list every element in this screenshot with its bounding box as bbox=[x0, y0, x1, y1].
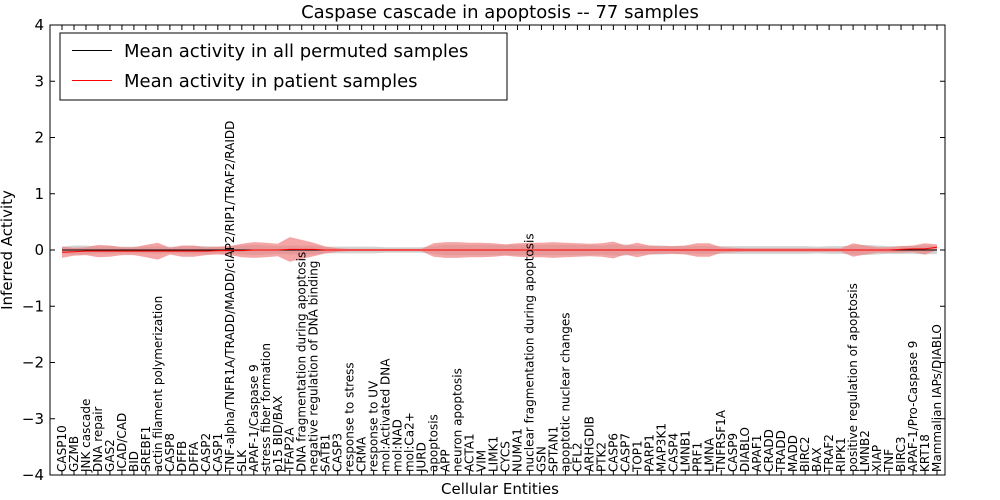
legend-box bbox=[59, 32, 508, 101]
x-tick-label: CYCS bbox=[499, 441, 513, 472]
x-tick-label: KRT18 bbox=[918, 434, 932, 472]
x-tick-label: LIMK1 bbox=[487, 436, 501, 472]
x-tick-label: BIRC2 bbox=[798, 437, 812, 473]
y-tick-label: 3 bbox=[34, 72, 44, 90]
x-tick-label: GAS2 bbox=[103, 439, 117, 472]
x-tick-label: TRAF2 bbox=[822, 434, 836, 473]
x-tick-label: negative regulation of DNA binding bbox=[307, 261, 321, 472]
x-tick-label: TNF-alpha/TNFR1A/TRADD/MADD/cIAP2/RIP1/T… bbox=[223, 121, 237, 473]
x-tick-label: CASP2 bbox=[199, 433, 213, 472]
x-tick-label: GSN bbox=[535, 446, 549, 472]
x-tick-label: CASP6 bbox=[606, 433, 620, 472]
legend-label-patient: Mean activity in patient samples bbox=[124, 71, 418, 92]
x-tick-label: APP bbox=[439, 449, 453, 472]
x-tick-label: CASP3 bbox=[331, 433, 345, 472]
x-tick-label: DIABLO bbox=[738, 427, 752, 472]
x-tick-label: PARP1 bbox=[642, 434, 656, 472]
y-tick-label: −1 bbox=[22, 297, 44, 315]
x-tick-label: response to UV bbox=[367, 380, 381, 472]
x-tick-label: PTK2 bbox=[594, 442, 608, 472]
x-tick-label: CASP7 bbox=[618, 433, 632, 472]
x-tick-label: mol:Activated DNA bbox=[379, 358, 393, 472]
x-tick-label: DFFB bbox=[175, 441, 189, 472]
legend: Mean activity in all permuted samples Me… bbox=[59, 32, 508, 101]
x-tick-label: NUMA1 bbox=[511, 428, 525, 472]
y-tick-label: 0 bbox=[34, 241, 44, 259]
x-tick-label: TFAP2A bbox=[283, 427, 297, 473]
x-tick-label: CASP1 bbox=[211, 433, 225, 472]
x-tick-label: DNA repair bbox=[91, 406, 105, 472]
x-tick-label: positive regulation of apoptosis bbox=[846, 283, 860, 472]
x-tick-label: CASP9 bbox=[726, 433, 740, 472]
x-tick-label: APAF-1/Pro-Caspase 9 bbox=[906, 341, 920, 472]
x-tick-label: stress fiber formation bbox=[259, 343, 273, 472]
x-tick-label: CASP10 bbox=[55, 425, 69, 472]
x-tick-label: BAX bbox=[810, 447, 824, 472]
x-tick-label: JNK cascade bbox=[79, 399, 93, 473]
x-tick-label: response to stress bbox=[343, 362, 357, 472]
y-tick-label: −4 bbox=[22, 466, 44, 484]
x-ticks bbox=[61, 25, 938, 475]
x-tick-label: DNA fragmentation during apoptosis bbox=[295, 252, 309, 472]
x-tick-label: LMNB1 bbox=[678, 430, 692, 472]
x-tick-label: CRADD bbox=[762, 429, 776, 472]
x-tick-label: apoptotic nuclear changes bbox=[558, 313, 572, 472]
x-tick-label: ICAD/CAD bbox=[115, 413, 129, 472]
x-tick-label: CFL2 bbox=[570, 442, 584, 472]
x-tick-label: CASP8 bbox=[163, 433, 177, 472]
x-tick-label: DFFA bbox=[187, 441, 201, 472]
x-tick-label: LMNB2 bbox=[858, 430, 872, 472]
x-tick-label: JURD bbox=[415, 442, 429, 473]
x-tick-label: PRF1 bbox=[690, 442, 704, 472]
y-tick-label: −3 bbox=[22, 410, 44, 428]
x-tick-label: APAF1 bbox=[750, 435, 764, 472]
x-tick-label: p15 BID/BAX bbox=[271, 396, 285, 472]
chart-title: Caspase cascade in apoptosis -- 77 sampl… bbox=[301, 2, 699, 23]
x-tick-label: ACTA1 bbox=[463, 433, 477, 472]
x-tick-label: nuclear fragmentation during apoptosis bbox=[523, 233, 537, 472]
x-axis-label: Cellular Entities bbox=[441, 480, 559, 498]
x-tick-label: TNF bbox=[882, 449, 896, 473]
x-tick-label: mol:NAD bbox=[391, 419, 405, 472]
y-tick-label: 2 bbox=[34, 129, 44, 147]
y-axis-label: Inferred Activity bbox=[0, 190, 16, 310]
x-tick-label: CRMA bbox=[355, 436, 369, 472]
x-tick-label: SREBF1 bbox=[139, 426, 153, 472]
x-tick-label: BID bbox=[127, 451, 141, 472]
x-tick-label: TRADD bbox=[774, 430, 788, 473]
x-tick-label: CASP4 bbox=[666, 433, 680, 472]
plot-frame bbox=[49, 24, 946, 476]
y-tick-label: 1 bbox=[34, 185, 44, 203]
x-tick-label: TOP1 bbox=[630, 440, 644, 473]
x-tick-label: BIRC3 bbox=[894, 436, 908, 472]
x-tick-label: LMNA bbox=[702, 437, 716, 472]
x-tick-label: RIPK1 bbox=[834, 437, 848, 472]
legend-label-permuted: Mean activity in all permuted samples bbox=[124, 41, 468, 62]
y-tick-label: 4 bbox=[34, 16, 44, 34]
x-tick-label: SATB1 bbox=[319, 434, 333, 472]
x-tick-label: MAP3K1 bbox=[654, 423, 668, 472]
series-lines bbox=[61, 246, 938, 253]
x-tick-label: XIAP bbox=[870, 445, 884, 472]
x-tick-label: VIM bbox=[475, 450, 489, 472]
x-tick-label: Mammalian IAPs/DIABLO bbox=[930, 324, 944, 472]
x-tick-label: apoptosis bbox=[427, 414, 441, 472]
x-tick-label: TNFRSF1A bbox=[714, 409, 728, 473]
x-tick-label: mol:Ca2+ bbox=[403, 412, 417, 472]
y-tick-label: −2 bbox=[22, 354, 44, 372]
y-ticks: 4 3 2 1 0 −1 −2 −3 −4 bbox=[22, 16, 945, 484]
x-tick-label: ARHGDIB bbox=[582, 416, 596, 472]
x-tick-label: APAF-1/Caspase 9 bbox=[247, 364, 261, 472]
x-tick-label: MADD bbox=[786, 435, 800, 472]
x-tick-label: neuron apoptosis bbox=[451, 368, 465, 472]
line-series-1 bbox=[61, 246, 938, 253]
x-tick-label: GZMB bbox=[67, 436, 81, 472]
x-tick-label: SPTAN1 bbox=[546, 426, 560, 472]
x-tick-label: SLK bbox=[235, 449, 249, 472]
band-series-1 bbox=[62, 237, 937, 262]
x-tick-label: actin filament polymerization bbox=[151, 296, 165, 472]
